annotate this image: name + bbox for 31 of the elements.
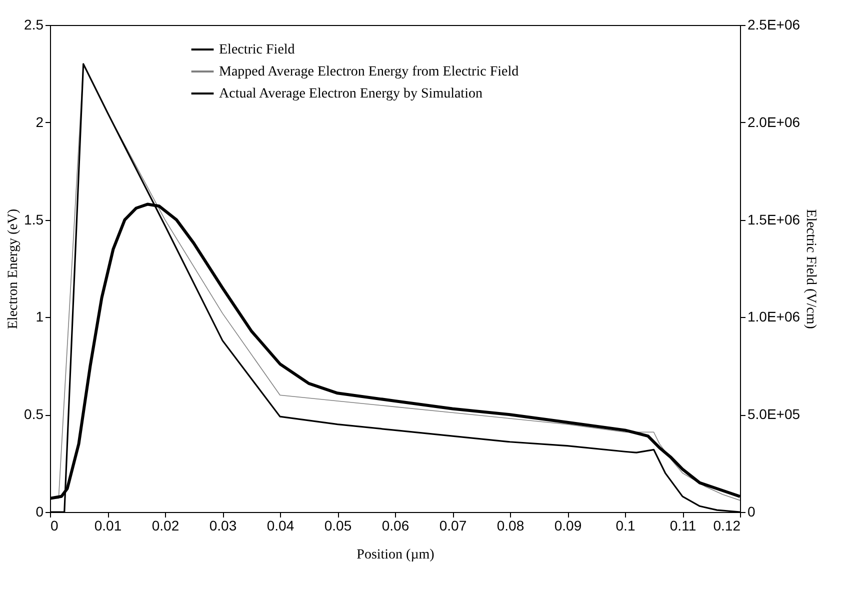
x-tick-label: 0 <box>50 518 58 534</box>
y2-tick-label: 1.0E+06 <box>748 308 800 325</box>
x-tick-label: 0.04 <box>266 518 294 534</box>
y2-tick-label: 0 <box>748 504 756 520</box>
y2-axis-title: Electric Field (V/cm) <box>803 209 818 330</box>
x-tick-label: 0.09 <box>554 518 582 534</box>
y-tick-label: 2.5 <box>24 16 44 32</box>
y2-tick-label: 5.0E+05 <box>748 406 800 422</box>
y-tick-label: 1.5 <box>24 211 44 228</box>
x-tick-label: 0.12 <box>713 518 741 534</box>
x-tick-label: 0.07 <box>439 518 467 534</box>
y2-tick-label: 1.5E+06 <box>748 211 800 228</box>
x-tick-label: 0.03 <box>209 518 237 534</box>
x-tick-label: 0.11 <box>670 518 696 534</box>
legend-label: Mapped Average Electron Energy from Electric Field <box>219 64 519 80</box>
x-tick-label: 0.1 <box>616 518 636 534</box>
y2-tick-label: 2.0E+06 <box>748 114 800 130</box>
y2-tick-label: 2.5E+06 <box>748 16 800 32</box>
y-axis-title: Electron Energy (eV) <box>6 208 22 330</box>
y-tick-label: 0.5 <box>24 406 44 422</box>
x-axis-title: Position (µm) <box>356 548 435 562</box>
y-tick-label: 2 <box>36 114 44 130</box>
x-tick-label: 0.05 <box>324 518 352 534</box>
y-tick-label: 1 <box>36 308 44 325</box>
x-tick-label: 0.06 <box>382 518 410 534</box>
legend-label: Electric Field <box>219 42 295 58</box>
y-tick-label: 0 <box>36 504 44 520</box>
x-tick-label: 0.08 <box>496 518 524 534</box>
legend-label: Actual Average Electron Energy by Simulation <box>219 86 482 102</box>
x-tick-label: 0.02 <box>152 518 180 534</box>
x-tick-label: 0.01 <box>94 518 122 534</box>
